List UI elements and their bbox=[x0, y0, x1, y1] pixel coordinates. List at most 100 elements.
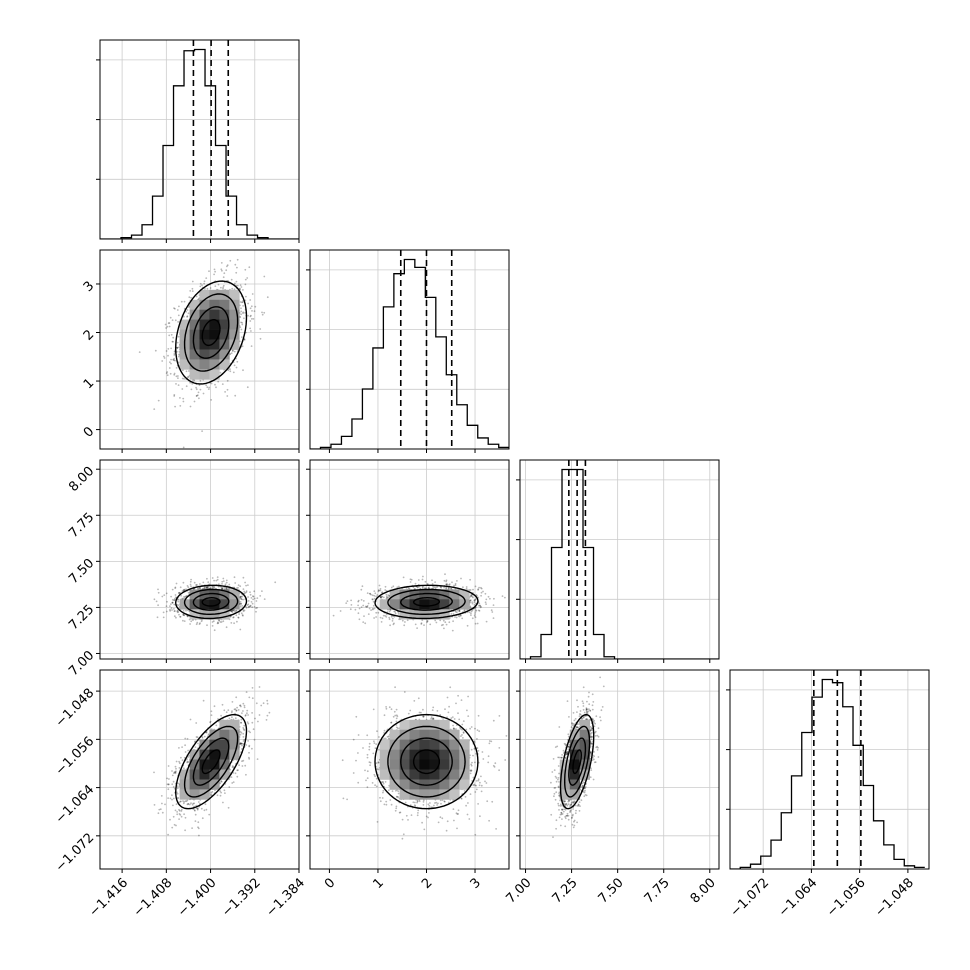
scatter-point bbox=[250, 345, 253, 347]
scatter-point bbox=[579, 710, 582, 712]
scatter-point bbox=[178, 346, 180, 349]
density-cell bbox=[449, 589, 460, 600]
scatter-point bbox=[572, 808, 574, 810]
scatter-point bbox=[167, 322, 170, 325]
scatter-point bbox=[599, 716, 601, 718]
scatter-point bbox=[463, 610, 466, 612]
scatter-point bbox=[437, 802, 439, 805]
scatter-point bbox=[227, 709, 230, 711]
scatter-point bbox=[461, 617, 464, 620]
scatter-point bbox=[210, 791, 213, 794]
scatter-point bbox=[405, 814, 408, 817]
scatter-point bbox=[244, 592, 247, 594]
scatter-point bbox=[252, 728, 255, 731]
scatter-point bbox=[341, 759, 344, 762]
scatter-point bbox=[178, 305, 180, 308]
scatter-point bbox=[382, 789, 385, 792]
scatter-point bbox=[258, 714, 261, 716]
density-cell bbox=[419, 759, 430, 770]
scatter-point bbox=[177, 321, 180, 323]
scatter-point bbox=[199, 388, 202, 391]
density-cell bbox=[399, 739, 410, 750]
scatter-point bbox=[213, 705, 216, 708]
scatter-point bbox=[379, 616, 382, 619]
scatter-point bbox=[592, 718, 594, 721]
scatter-point bbox=[417, 809, 420, 812]
scatter-point bbox=[202, 392, 205, 395]
scatter-point bbox=[582, 705, 585, 707]
scatter-point bbox=[578, 723, 580, 726]
scatter-point bbox=[493, 766, 496, 768]
density-cell bbox=[219, 769, 230, 780]
scatter-point bbox=[567, 803, 570, 806]
scatter-point bbox=[560, 811, 563, 814]
contour-line bbox=[183, 588, 239, 615]
scatter-point bbox=[456, 827, 458, 830]
scatter-point bbox=[185, 385, 188, 388]
scatter-point bbox=[426, 582, 429, 585]
scatter-point bbox=[232, 609, 235, 611]
scatter-point bbox=[246, 721, 249, 723]
density-cell bbox=[219, 739, 230, 750]
scatter-point bbox=[221, 587, 224, 590]
x-tick-label: 7.25 bbox=[550, 875, 581, 906]
scatter-point bbox=[256, 606, 258, 609]
scatter-point bbox=[595, 746, 598, 749]
scatter-point bbox=[369, 592, 371, 595]
scatter-point bbox=[166, 783, 169, 786]
scatter-point bbox=[213, 273, 216, 276]
scatter-point bbox=[561, 804, 563, 807]
scatter-point bbox=[227, 369, 230, 372]
scatter-point bbox=[504, 596, 506, 599]
scatter-point bbox=[138, 351, 141, 353]
scatter-point bbox=[208, 270, 210, 273]
scatter-point bbox=[239, 284, 242, 287]
scatter-point bbox=[184, 737, 187, 740]
scatter-point bbox=[395, 807, 398, 810]
scatter-point bbox=[242, 736, 245, 738]
density-cell bbox=[559, 789, 571, 800]
density-cell bbox=[379, 749, 390, 760]
density-cell bbox=[449, 789, 460, 800]
scatter-point bbox=[584, 787, 586, 790]
scatter-point bbox=[567, 818, 570, 821]
scatter-point bbox=[362, 747, 364, 749]
scatter-point bbox=[240, 742, 243, 745]
scatter-point bbox=[160, 795, 163, 797]
scatter-point bbox=[480, 784, 483, 787]
scatter-point bbox=[475, 609, 478, 612]
scatter-point bbox=[173, 787, 176, 790]
scatter-point bbox=[454, 616, 456, 618]
density-cell bbox=[389, 599, 400, 610]
scatter-point bbox=[473, 740, 476, 743]
scatter-point bbox=[590, 736, 592, 739]
scatter-point bbox=[188, 803, 191, 806]
scatter-point bbox=[427, 816, 429, 819]
scatter-point bbox=[232, 609, 235, 612]
scatter-point bbox=[448, 705, 450, 708]
scatter-point bbox=[176, 811, 179, 813]
scatter-point bbox=[360, 606, 363, 608]
scatter-point bbox=[198, 623, 201, 625]
scatter-point bbox=[413, 700, 416, 702]
scatter-point bbox=[424, 580, 427, 583]
scatter-point bbox=[561, 813, 564, 815]
scatter-point bbox=[365, 779, 367, 782]
scatter-point bbox=[385, 706, 387, 708]
scatter-point bbox=[256, 758, 259, 760]
scatter-point bbox=[417, 579, 420, 581]
scatter-point bbox=[205, 808, 208, 811]
scatter-point bbox=[246, 277, 249, 279]
scatter-point bbox=[391, 620, 394, 622]
scatter-point bbox=[244, 268, 247, 271]
scatter-point bbox=[261, 311, 263, 314]
scatter-point bbox=[472, 776, 475, 779]
density-cell bbox=[389, 759, 400, 770]
scatter-point bbox=[174, 307, 176, 310]
scatter-point bbox=[265, 719, 268, 721]
scatter-point bbox=[213, 579, 216, 582]
y-tick-label: −1.064 bbox=[53, 782, 98, 827]
scatter-point bbox=[165, 605, 168, 608]
scatter-point bbox=[178, 767, 181, 769]
contour-line bbox=[192, 592, 230, 611]
